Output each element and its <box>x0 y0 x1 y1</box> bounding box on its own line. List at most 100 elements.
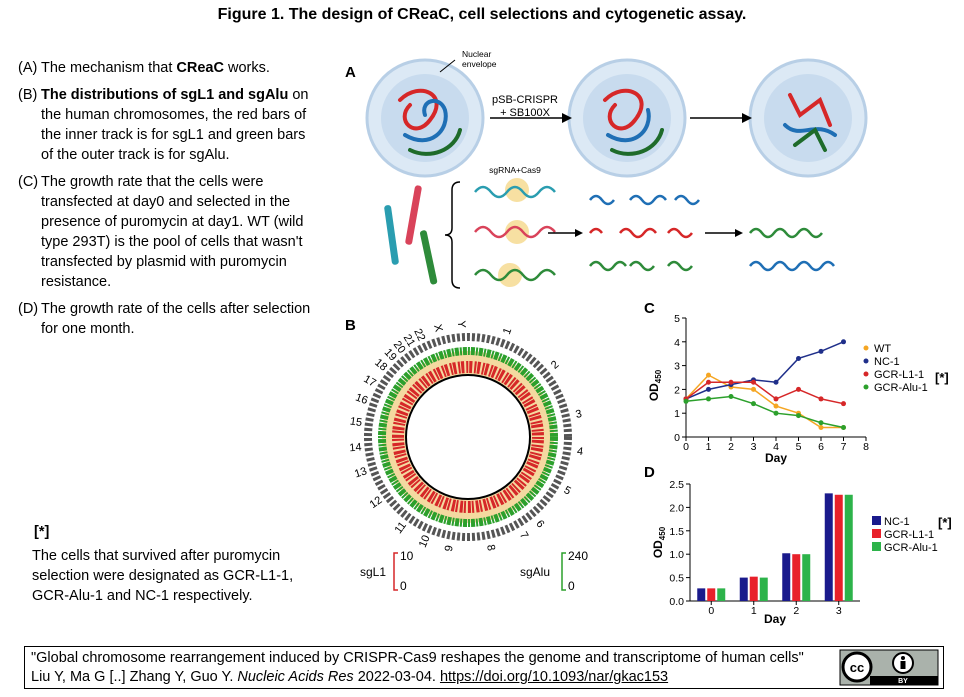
caption-label: (B) <box>18 87 38 103</box>
caption: (B) The distributions of sgL1 and sgAlu o… <box>18 85 313 165</box>
figure-title: Figure 1. The design of CReaC, cell sele… <box>217 6 747 23</box>
caption-part: works. <box>223 60 270 76</box>
chromosome-label: 6 <box>533 518 546 530</box>
envelope-label: envelope <box>462 59 497 69</box>
note: [*] The cells that survived after puromy… <box>32 522 322 606</box>
chromosome-label: 1 <box>501 326 514 336</box>
panel-letter: C <box>644 300 655 317</box>
legend-swatch <box>872 542 881 551</box>
series-marker <box>796 386 801 392</box>
citation: "Global chromosome rearrangement induced… <box>24 646 944 689</box>
y-tick-label: 3 <box>674 361 680 373</box>
chromosome-label: 16 <box>354 392 370 407</box>
chromosome-label: 10 <box>417 533 433 549</box>
cas9-label: sgRNA+Cas9 <box>489 165 541 175</box>
y-tick-label: 2.5 <box>669 479 684 491</box>
y-tick-label: 1.5 <box>669 526 684 538</box>
y-label-main: OD <box>647 383 661 401</box>
series-marker <box>706 396 711 402</box>
series-marker <box>683 398 689 404</box>
track-name: sgAlu <box>520 565 550 579</box>
captions: (A) The mechanism that CReaC works. (B) The… <box>18 58 313 346</box>
y-label-sub: 450 <box>654 369 663 383</box>
legend-swatch <box>863 345 869 351</box>
chromosome-label: 15 <box>349 415 363 429</box>
chromosome-label: 2 <box>549 359 561 372</box>
x-axis-label: Day <box>765 451 787 465</box>
caption-label: (C) <box>18 174 39 190</box>
chromosome-label: Y <box>455 320 467 329</box>
envelope-label: Nuclear <box>462 49 491 59</box>
cc-badge: cc BY <box>839 649 939 686</box>
bar <box>697 588 706 601</box>
y-axis-label: OD450 <box>647 369 663 401</box>
series-marker <box>773 403 779 409</box>
legend-swatch <box>872 516 881 525</box>
chromosome-label: 11 <box>393 520 409 536</box>
legend-label: GCR-Alu-1 <box>874 382 928 394</box>
caption-part: The growth rate that the cells were tran… <box>41 174 304 290</box>
y-tick-label: 5 <box>674 313 680 325</box>
panel-letter: A <box>345 64 356 81</box>
chromosome-label: X <box>431 323 445 334</box>
citation-quote: "Global chromosome rearrangement induced… <box>31 650 804 666</box>
y-tick-label: 4 <box>674 337 680 349</box>
x-tick-label: 2 <box>793 605 799 617</box>
x-tick-label: 6 <box>818 441 824 453</box>
x-tick-label: 2 <box>728 441 734 453</box>
y-tick-label: 0 <box>674 432 680 444</box>
y-tick-label: 2.0 <box>669 502 684 514</box>
series-marker <box>841 339 846 345</box>
track-max: 10 <box>400 549 414 563</box>
series-marker <box>706 372 711 378</box>
series-marker <box>841 401 846 407</box>
legend-label: GCR-L1-1 <box>874 369 924 381</box>
caption-label: (A) <box>18 60 38 76</box>
series-marker <box>796 355 801 361</box>
panel-b-art <box>364 333 572 541</box>
caption-part: The growth rate of the cells after selec… <box>41 301 311 337</box>
y-label-sub: 450 <box>658 526 667 540</box>
panel-letter: B <box>345 317 356 334</box>
x-tick-label: 1 <box>751 605 757 617</box>
legend-swatch <box>872 529 881 538</box>
legend-swatch <box>863 358 869 364</box>
series-marker <box>706 379 711 385</box>
caption-text: The growth rate that the cells were tran… <box>41 172 313 292</box>
bar <box>824 493 833 601</box>
bar <box>782 553 791 601</box>
chromosome-label: 17 <box>361 373 378 390</box>
series-marker <box>773 410 779 416</box>
x-tick-label: 5 <box>796 441 802 453</box>
series-marker <box>728 379 734 385</box>
panel-a-art <box>365 58 868 289</box>
track-bracket <box>393 552 398 591</box>
bar <box>759 577 768 601</box>
series-line <box>685 381 844 405</box>
series-marker <box>818 348 824 354</box>
series-marker <box>751 401 756 407</box>
caption-label: (D) <box>18 301 39 317</box>
x-axis-label: Day <box>764 612 786 626</box>
doi-link[interactable]: https://doi.org/10.1093/nar/gkac153 <box>439 669 669 685</box>
chromosome-label: 9 <box>443 544 456 552</box>
legend-swatch <box>863 384 869 390</box>
x-tick-label: 8 <box>863 441 869 453</box>
legend-label: GCR-Alu-1 <box>884 542 938 554</box>
series-marker <box>706 386 711 392</box>
series-line <box>685 395 844 429</box>
bar <box>844 494 853 601</box>
y-tick-label: 1 <box>674 408 680 420</box>
x-tick-label: 4 <box>773 441 779 453</box>
series-marker <box>818 424 824 430</box>
legend-label: GCR-L1-1 <box>884 529 934 541</box>
y-tick-label: 0.0 <box>669 596 684 608</box>
series-marker <box>751 386 756 392</box>
note-marker: [*] <box>34 524 50 540</box>
track-name: sgL1 <box>360 565 386 579</box>
legend-label: WT <box>874 343 891 355</box>
caption-part: on the human chromosomes, the red bars o… <box>41 87 309 163</box>
y-tick-label: 2 <box>674 384 680 396</box>
chromosome-label: 14 <box>349 441 362 454</box>
